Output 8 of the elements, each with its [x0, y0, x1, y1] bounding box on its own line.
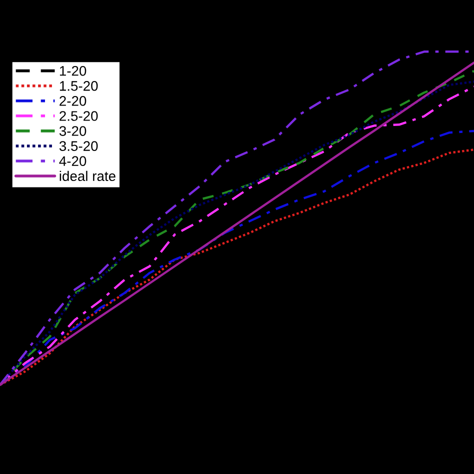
legend-label: 4-20 [59, 156, 86, 166]
legend-label: 3.5-20 [59, 141, 98, 151]
legend-label: 3-20 [59, 126, 86, 136]
legend-label: ideal rate [60, 170, 116, 182]
legend-label: 1.5-20 [60, 81, 98, 91]
legend-label: 2-20 [60, 96, 86, 106]
legend-label: 2.5-20 [60, 111, 98, 121]
legend-label: 1-20 [60, 66, 86, 76]
